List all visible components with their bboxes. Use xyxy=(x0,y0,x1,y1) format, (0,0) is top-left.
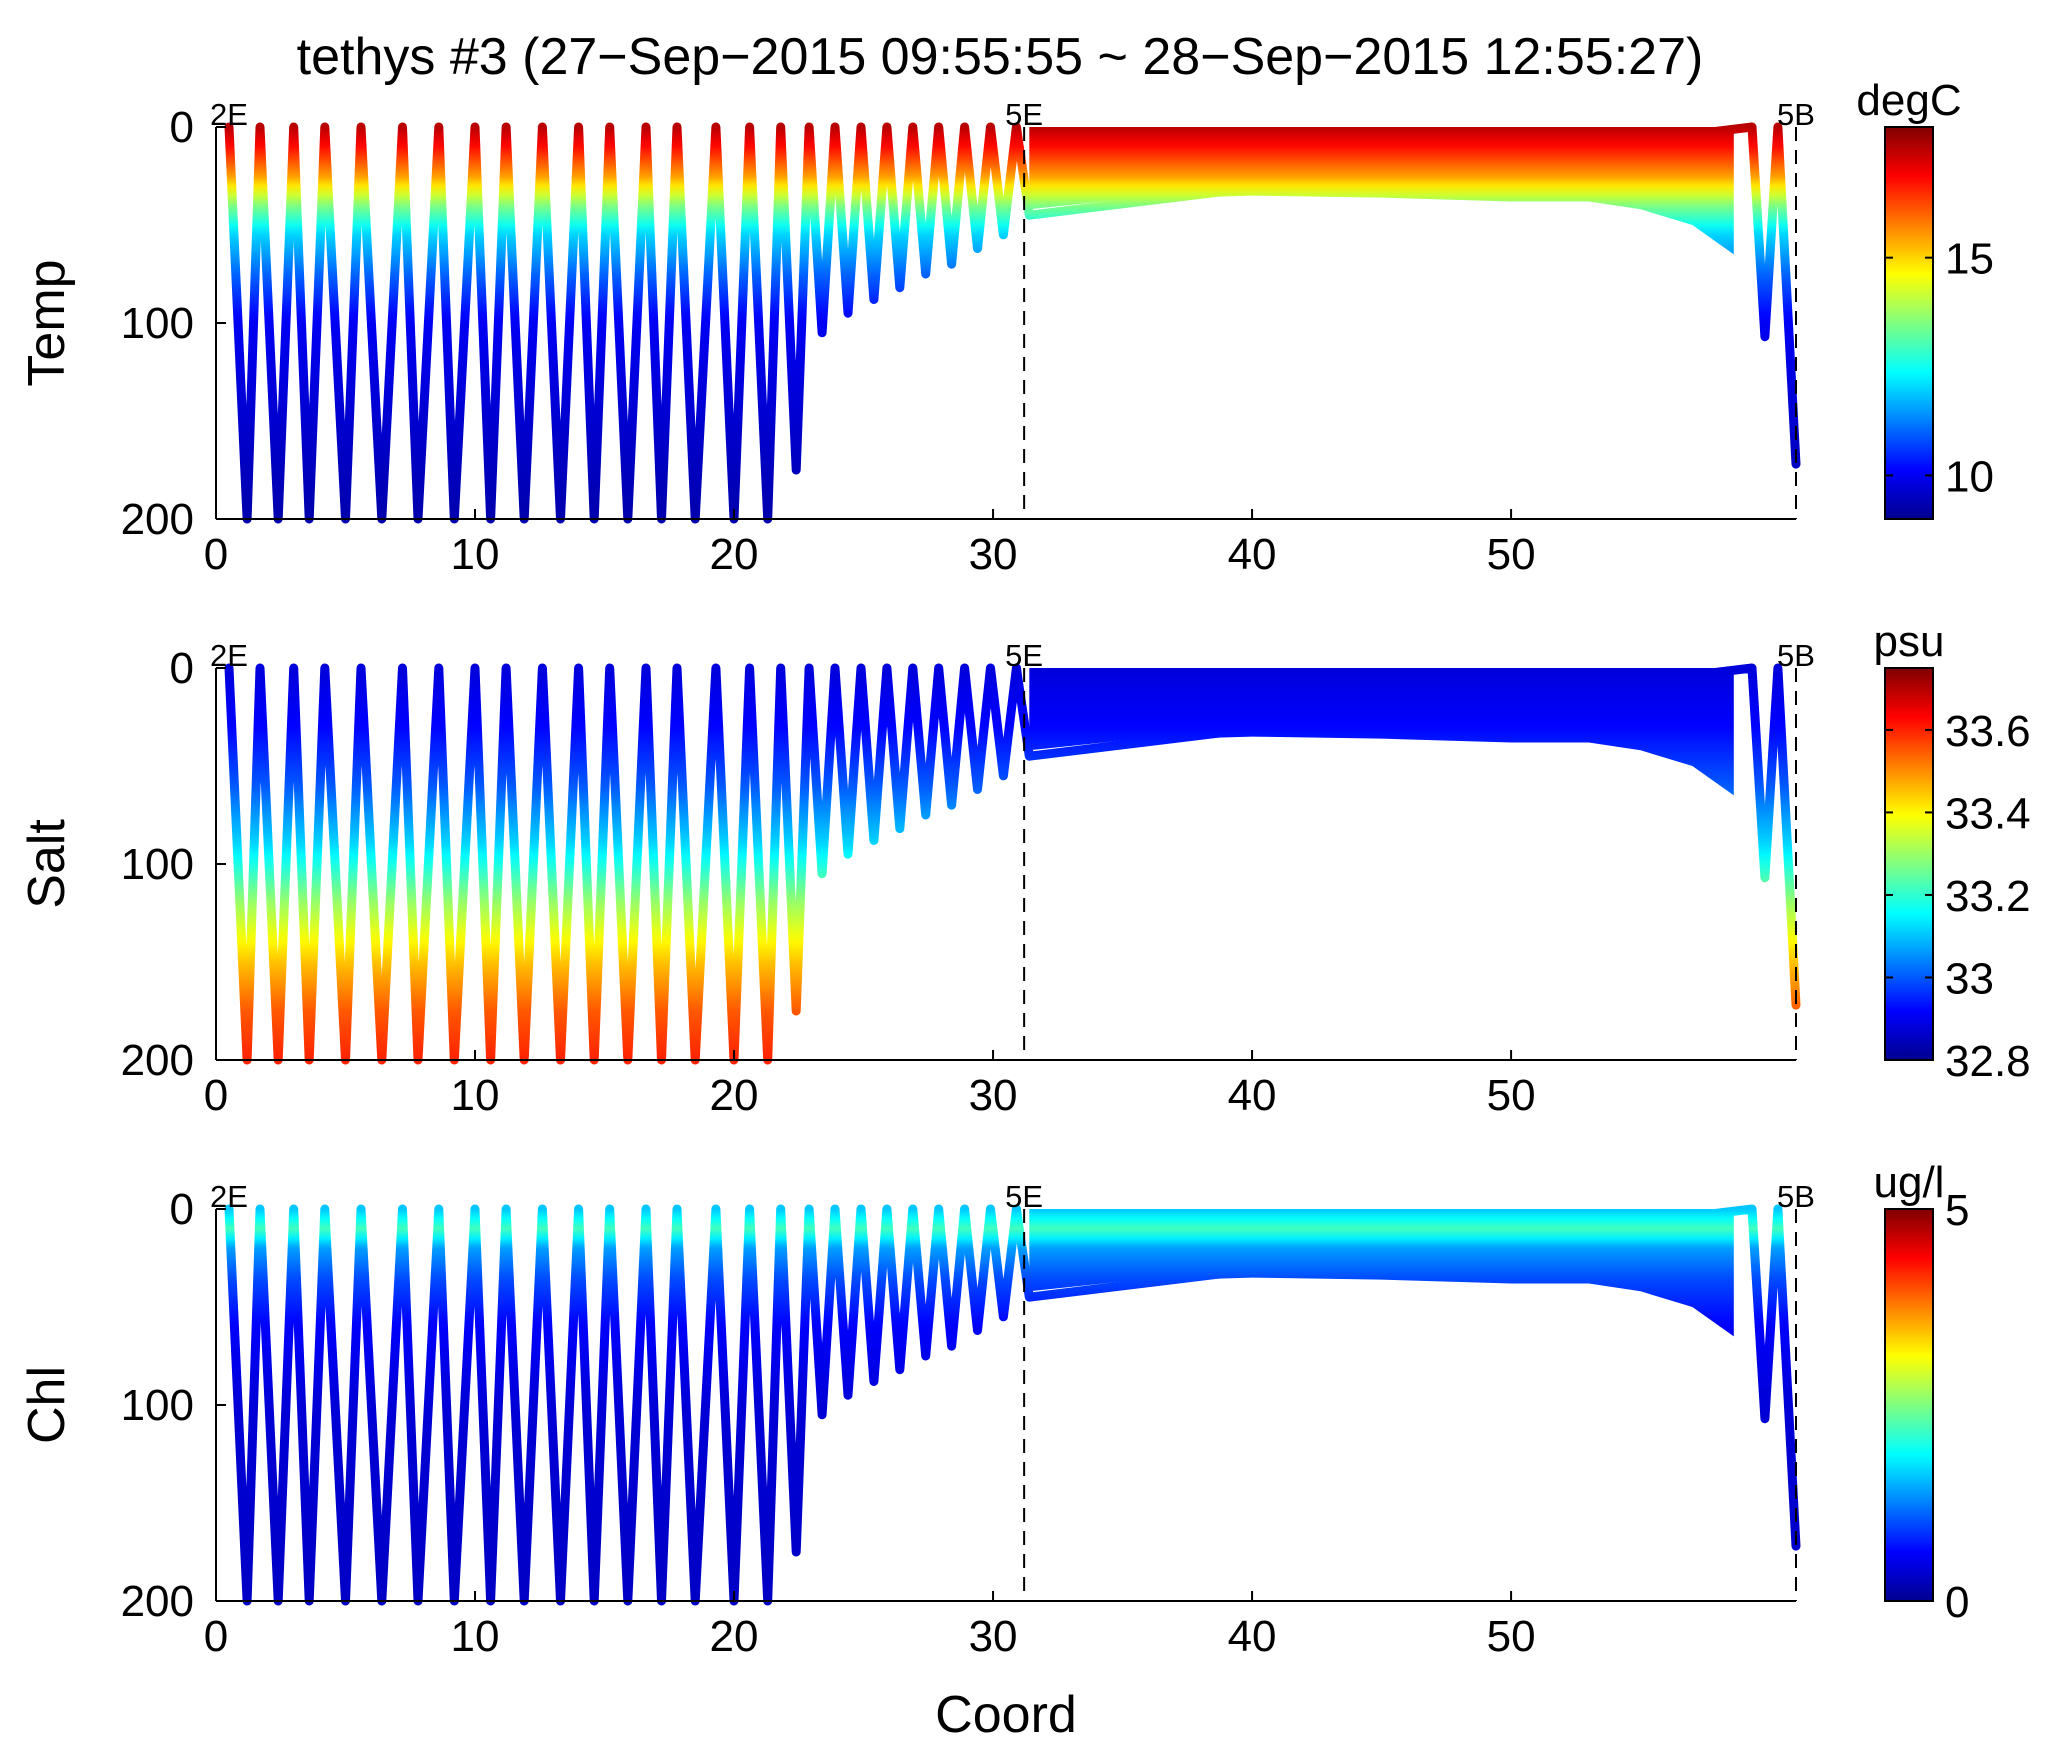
x-tick-label: 0 xyxy=(204,1612,228,1661)
x-tick-label: 20 xyxy=(710,1071,759,1120)
colorbar: 0 5ug/l xyxy=(1874,1158,1970,1627)
colorbar-tick-label: 10 xyxy=(1945,452,1994,501)
y-tick-label: 200 xyxy=(121,1036,194,1085)
y-axis-label: Temp xyxy=(18,259,76,386)
station-label: 5B xyxy=(1777,97,1815,132)
x-tick-label: 10 xyxy=(451,530,500,579)
x-tick-label: 20 xyxy=(710,1612,759,1661)
x-tick-label: 0 xyxy=(204,530,228,579)
profile-track xyxy=(224,1204,1801,1606)
x-tick-label: 30 xyxy=(969,530,1018,579)
y-tick-label: 0 xyxy=(170,644,194,693)
x-tick-label: 40 xyxy=(1228,1612,1277,1661)
colorbar: 10 15 degC xyxy=(1856,76,1994,520)
colorbar-tick-label: 15 xyxy=(1945,235,1994,284)
y-axis-label: Chl xyxy=(18,1366,76,1444)
station-label: 5E xyxy=(1005,97,1043,132)
y-tick-label: 0 xyxy=(170,103,194,152)
x-tick-label: 30 xyxy=(969,1071,1018,1120)
chart-title: tethys #3 (27−Sep−2015 09:55:55 ~ 28−Sep… xyxy=(297,28,1704,86)
shelf-profiles xyxy=(1029,668,1734,796)
panel-chl: 2E 5E 5B 0 10 20 30 40 50 0 100 200 Chl 0 5ug/l xyxy=(18,1158,1969,1661)
colorbar-label: degC xyxy=(1856,76,1961,125)
x-tick-label: 40 xyxy=(1228,530,1277,579)
colorbar-tick-label: 5 xyxy=(1945,1186,1969,1235)
colorbar-tick-label: 33.4 xyxy=(1945,789,2031,838)
x-tick-label: 20 xyxy=(710,530,759,579)
colorbar-tick-label: 33 xyxy=(1945,954,1994,1003)
x-tick-label: 40 xyxy=(1228,1071,1277,1120)
y-tick-label: 200 xyxy=(121,495,194,544)
y-tick-label: 100 xyxy=(121,299,194,348)
colorbar-tick-label: 33.6 xyxy=(1945,707,2031,756)
station-label: 5B xyxy=(1777,638,1815,673)
colorbar-bar xyxy=(1884,667,1934,1061)
colorbar-bar xyxy=(1884,1208,1934,1602)
profile-track xyxy=(224,122,1801,524)
x-tick-label: 50 xyxy=(1487,530,1536,579)
station-label: 5B xyxy=(1777,1179,1815,1214)
y-tick-label: 0 xyxy=(170,1185,194,1234)
shelf-profiles xyxy=(1029,1209,1734,1337)
x-tick-label: 30 xyxy=(969,1612,1018,1661)
colorbar-label: psu xyxy=(1874,617,1945,666)
y-axis-label: Salt xyxy=(18,819,76,909)
station-label: 5E xyxy=(1005,638,1043,673)
panel-salt: 2E 5E 5B 0 10 20 30 40 50 0 100 200 Salt 32.8 33 33.2 33… xyxy=(18,617,2031,1120)
colorbar-tick-label: 33.2 xyxy=(1945,872,2031,921)
station-label: 2E xyxy=(210,638,248,673)
station-label: 2E xyxy=(210,97,248,132)
x-tick-label: 10 xyxy=(451,1071,500,1120)
x-tick-label: 0 xyxy=(204,1071,228,1120)
panel-temp: 2E 5E 5B 0 10 20 30 40 50 0 100 200 Temp 10 15 degC xyxy=(18,76,1994,579)
x-tick-label: 50 xyxy=(1487,1612,1536,1661)
station-label: 5E xyxy=(1005,1179,1043,1214)
y-tick-label: 100 xyxy=(121,840,194,889)
colorbar-bar xyxy=(1884,126,1934,520)
station-label: 2E xyxy=(210,1179,248,1214)
colorbar-label: ug/l xyxy=(1874,1158,1945,1207)
colorbar-tick-label: 32.8 xyxy=(1945,1037,2031,1086)
profile-track xyxy=(224,663,1801,1065)
x-tick-label: 50 xyxy=(1487,1071,1536,1120)
colorbar-tick-label: 0 xyxy=(1945,1578,1969,1627)
x-axis-label: Coord xyxy=(935,1686,1077,1744)
x-tick-label: 10 xyxy=(451,1612,500,1661)
shelf-profiles xyxy=(1029,127,1734,255)
y-tick-label: 100 xyxy=(121,1381,194,1430)
y-tick-label: 200 xyxy=(121,1577,194,1626)
